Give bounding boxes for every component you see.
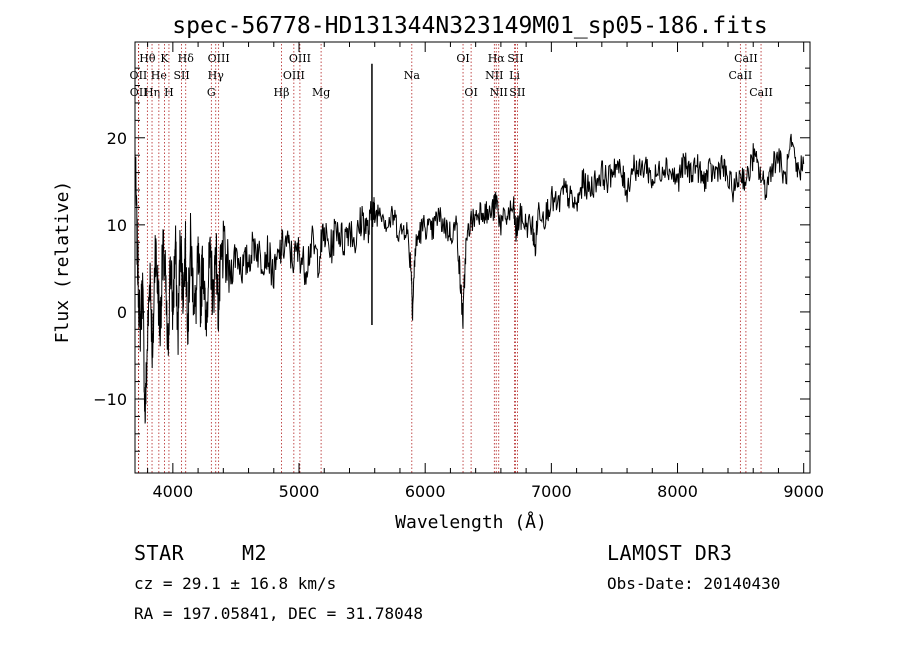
x-tick-label: 8000 bbox=[657, 482, 698, 501]
spectral-line-label: OIII bbox=[289, 52, 311, 65]
x-tick-label: 5000 bbox=[279, 482, 320, 501]
spectral-line-label: K bbox=[160, 52, 169, 65]
object-subclass: M2 bbox=[242, 541, 268, 565]
spectral-line-label: OII bbox=[130, 86, 148, 99]
x-tick-label: 7000 bbox=[531, 482, 572, 501]
spectral-line-label: Hδ bbox=[178, 52, 195, 65]
spectral-line-label: SII bbox=[507, 52, 523, 65]
x-tick-label: 4000 bbox=[152, 482, 193, 501]
spectral-line-label: Hθ bbox=[139, 52, 156, 65]
x-tick-label: 6000 bbox=[405, 482, 446, 501]
y-axis-label: Flux (relative) bbox=[52, 181, 73, 344]
spectral-line-label: Li bbox=[509, 69, 520, 82]
x-tick-label: 9000 bbox=[783, 482, 824, 501]
spectral-line-label: SII bbox=[173, 69, 189, 82]
spectral-line-label: OIII bbox=[283, 69, 305, 82]
spectral-line-label: H bbox=[164, 86, 174, 99]
spectral-line-label: Mg bbox=[312, 86, 330, 99]
flux-line bbox=[134, 133, 805, 424]
spectral-line-label: OIII bbox=[208, 52, 230, 65]
y-tick-label: 0 bbox=[117, 303, 127, 322]
coordinates: RA = 197.05841, DEC = 31.78048 bbox=[134, 604, 423, 623]
spectral-line-label: Hα bbox=[488, 52, 506, 65]
spectral-line-label: G bbox=[207, 86, 216, 99]
spectral-line-label: Hβ bbox=[274, 86, 290, 99]
x-axis-label: Wavelength (Å) bbox=[395, 511, 547, 533]
spectral-line-label: CaII bbox=[729, 69, 753, 82]
object-class: STAR bbox=[134, 541, 185, 565]
spectral-line-label: He bbox=[151, 69, 167, 82]
spectral-line-label: Na bbox=[404, 69, 421, 82]
y-tick-label: 10 bbox=[107, 216, 127, 235]
y-tick-label: −10 bbox=[93, 390, 127, 409]
flux-series bbox=[134, 63, 805, 424]
y-tick-label: 20 bbox=[107, 129, 127, 148]
axis-ticks: 4000 5000 6000 7000 8000 9000 −10 0 10 20 bbox=[93, 42, 824, 501]
spectral-line-label: OI bbox=[464, 86, 477, 99]
spectral-line-label: CaII bbox=[734, 52, 758, 65]
obs-date: Obs-Date: 20140430 bbox=[607, 574, 781, 593]
spectral-line-label: CaII bbox=[749, 86, 773, 99]
chart-title: spec-56778-HD131344N323149M01_sp05-186.f… bbox=[172, 13, 767, 39]
plot-frame bbox=[134, 41, 811, 474]
spectral-line-label: NII bbox=[490, 86, 508, 99]
spectral-line-label: Hγ bbox=[208, 69, 225, 82]
spectral-line-label: OI bbox=[456, 52, 469, 65]
survey-name: LAMOST DR3 bbox=[607, 541, 733, 565]
spectral-line-label: SII bbox=[509, 86, 525, 99]
spectral-line-label: Hη bbox=[144, 86, 160, 99]
redshift-cz: cz = 29.1 ± 16.8 km/s bbox=[134, 574, 337, 593]
spectral-line-label: NII bbox=[485, 69, 503, 82]
